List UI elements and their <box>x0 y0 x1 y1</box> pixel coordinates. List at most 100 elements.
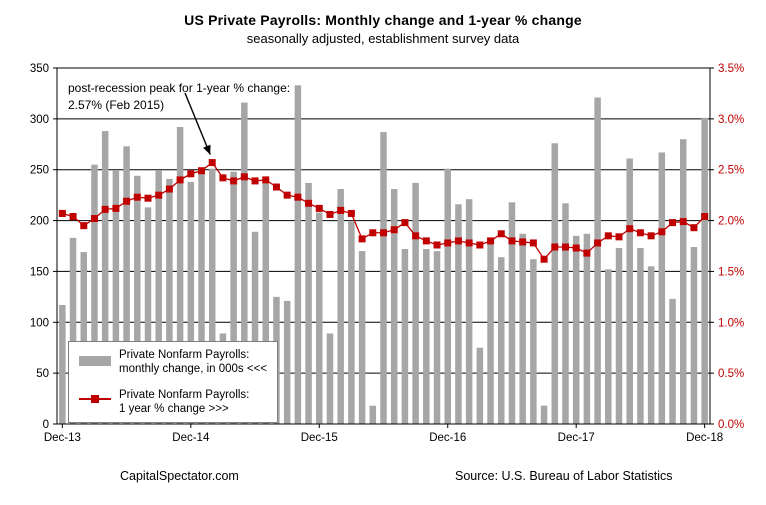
payrolls-bar <box>669 298 676 424</box>
pct-change-marker <box>90 215 98 223</box>
right-axis-label: 3.0% <box>718 114 744 126</box>
pct-change-marker <box>508 237 516 245</box>
payrolls-bar <box>519 233 526 424</box>
payrolls-bar <box>176 126 184 424</box>
x-axis-label: Dec-13 <box>44 432 81 444</box>
payrolls-bar <box>69 237 77 424</box>
left-axis-label: 50 <box>36 368 49 380</box>
left-axis-label: 200 <box>30 216 49 228</box>
payrolls-bar <box>59 304 66 424</box>
pct-change-marker <box>112 204 120 212</box>
payrolls-bar <box>508 202 516 424</box>
pct-change-marker <box>690 224 698 232</box>
pct-change-marker <box>101 205 109 213</box>
pct-change-marker <box>540 255 548 263</box>
right-axis-label: 0.5% <box>718 368 744 380</box>
annotation-arrowhead <box>203 144 211 155</box>
payrolls-bar <box>316 212 323 424</box>
source-text: Source: U.S. Bureau of Labor Statistics <box>455 469 673 483</box>
pct-change-marker <box>133 193 141 201</box>
pct-change-marker <box>561 243 569 251</box>
pct-change-marker <box>412 232 420 240</box>
pct-change-marker <box>497 230 505 238</box>
pct-change-marker <box>626 225 634 233</box>
left-axis-label: 150 <box>30 266 49 278</box>
x-axis-label: Dec-18 <box>686 432 723 444</box>
pct-change-marker <box>219 174 227 182</box>
pct-change-marker <box>369 229 377 237</box>
pct-change-marker <box>583 249 591 257</box>
pct-change-marker <box>123 197 131 205</box>
payrolls-bar <box>679 139 687 424</box>
pct-change-marker <box>198 167 206 175</box>
pct-change-marker <box>390 226 398 234</box>
left-axis-label: 300 <box>30 114 49 126</box>
pct-change-marker <box>347 209 355 217</box>
payrolls-bar <box>647 266 655 424</box>
bar-swatch-icon <box>79 356 111 366</box>
payrolls-bar <box>690 247 698 424</box>
pct-change-marker <box>401 219 409 227</box>
pct-change-marker <box>165 185 173 193</box>
payrolls-bar <box>401 249 409 424</box>
pct-change-marker <box>230 177 238 185</box>
pct-change-marker <box>615 233 623 241</box>
payrolls-bar <box>465 199 473 424</box>
pct-change-marker <box>251 177 259 185</box>
payrolls-bar <box>123 146 130 424</box>
pct-change-marker <box>272 183 280 191</box>
left-axis-label: 350 <box>30 63 49 75</box>
pct-change-marker <box>294 193 302 201</box>
payrolls-bar <box>348 221 355 424</box>
payrolls-bar <box>626 158 633 425</box>
pct-change-marker <box>529 239 537 247</box>
pct-change-marker <box>208 159 216 167</box>
legend-line-label: Private Nonfarm Payrolls: 1 year % chang… <box>119 388 249 416</box>
left-axis-label: 250 <box>30 165 49 177</box>
pct-change-marker <box>326 210 334 218</box>
legend-line-line2: 1 year % change >>> <box>119 403 229 415</box>
payrolls-bar <box>444 168 451 424</box>
payrolls-bar <box>262 180 269 424</box>
x-axis-label: Dec-14 <box>172 432 210 444</box>
payrolls-bar <box>91 164 98 424</box>
payrolls-bar <box>208 168 216 424</box>
payrolls-bar <box>498 257 505 424</box>
pct-change-marker <box>636 229 644 237</box>
pct-change-marker <box>337 206 345 214</box>
pct-change-marker <box>551 243 559 251</box>
legend-bars-line2: monthly change, in 000s <<< <box>119 363 268 375</box>
payrolls-bar <box>551 143 559 425</box>
x-axis-label: Dec-16 <box>429 432 466 444</box>
peak-annotation-line1: post-recession peak for 1-year % change: <box>68 81 291 95</box>
pct-change-marker <box>283 191 291 199</box>
payrolls-bar <box>637 248 644 424</box>
payrolls-bar <box>305 182 312 424</box>
payrolls-bar <box>701 117 708 424</box>
peak-annotation-line2: 2.57% (Feb 2015) <box>68 98 165 112</box>
payrolls-bar <box>615 248 623 424</box>
payrolls-bar <box>412 182 419 424</box>
pct-change-marker <box>380 229 387 237</box>
annotation-arrow <box>184 92 211 155</box>
pct-change-marker <box>669 219 677 227</box>
payrolls-bar <box>572 235 580 424</box>
pct-change-marker <box>476 241 484 249</box>
legend-bars-line1: Private Nonfarm Payrolls: <box>119 349 250 361</box>
payrolls-bar <box>455 204 462 424</box>
pct-change-marker <box>187 170 195 178</box>
payrolls-bar <box>605 269 612 424</box>
payrolls-bar <box>134 175 141 424</box>
pct-change-marker <box>658 228 666 236</box>
payrolls-bar <box>144 207 152 424</box>
left-axis-label: 100 <box>30 317 49 329</box>
payrolls-bar <box>187 181 195 424</box>
payrolls-bar <box>294 85 302 424</box>
legend-item-bars: Private Nonfarm Payrolls: monthly change… <box>79 348 267 376</box>
pct-change-marker <box>80 222 88 230</box>
payrolls-bar <box>230 171 237 424</box>
payrolls-bar <box>562 203 569 424</box>
pct-change-marker <box>144 194 152 202</box>
